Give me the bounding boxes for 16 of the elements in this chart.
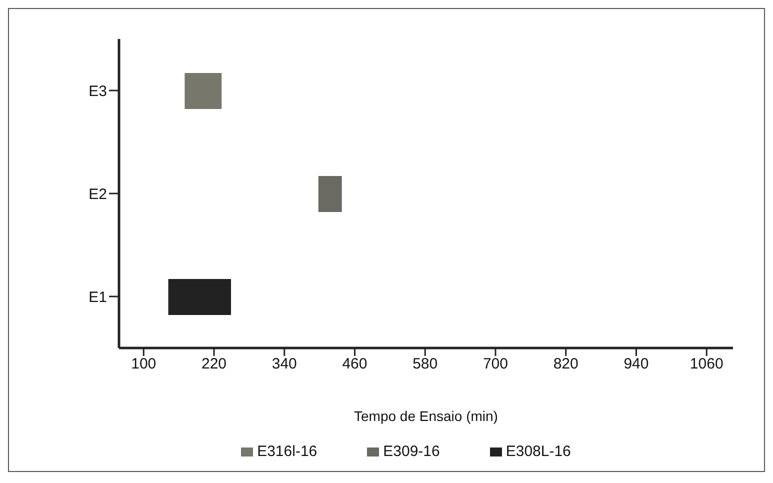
y-tick-label: E3 [88, 82, 107, 100]
y-tick-label: E1 [88, 288, 107, 306]
x-tick-label: 460 [342, 356, 368, 373]
x-axis-title: Tempo de Ensaio (min) [354, 408, 498, 424]
legend-label: E309-16 [383, 443, 440, 460]
x-tick-label: 100 [131, 356, 156, 373]
x-tick-label: 220 [201, 356, 227, 373]
legend-label: E308L-16 [506, 443, 571, 460]
legend-label: E316l-16 [257, 443, 318, 460]
x-tick-label: 700 [482, 356, 508, 373]
x-tick-label: 1060 [690, 356, 724, 373]
x-tick-label: 580 [412, 356, 438, 373]
x-tick-label: 820 [553, 356, 578, 373]
y-tick-label: E2 [88, 186, 107, 203]
x-tick-label: 940 [624, 356, 649, 373]
x-tick-label: 340 [272, 356, 297, 373]
